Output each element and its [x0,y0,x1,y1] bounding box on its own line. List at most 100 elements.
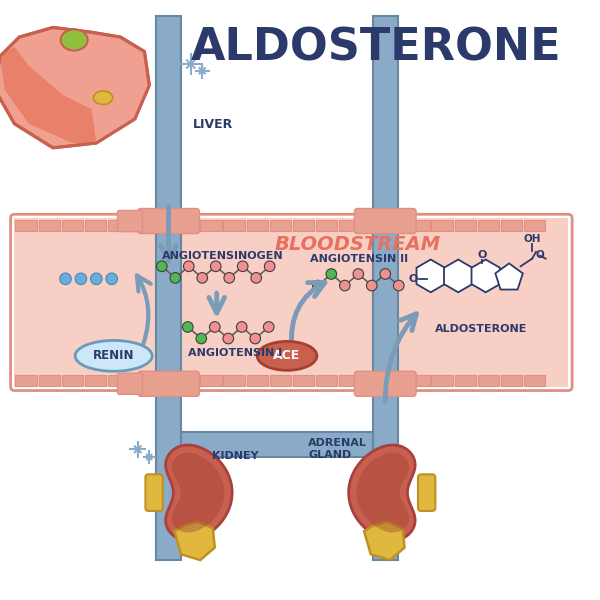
Polygon shape [416,260,445,292]
Polygon shape [496,263,523,290]
Bar [373,16,398,560]
Bar [85,220,106,231]
Bar [177,374,199,386]
Bar [501,220,522,231]
Bar [316,220,337,231]
Ellipse shape [94,91,113,104]
FancyArrowPatch shape [292,283,325,347]
Text: ALDOSTERONE: ALDOSTERONE [436,324,528,334]
Circle shape [170,272,181,283]
FancyBboxPatch shape [355,209,416,233]
Bar [247,374,268,386]
Bar [385,220,406,231]
Bar [269,220,291,231]
Bar [181,432,373,457]
Bar [14,218,568,386]
Text: KIDNEY: KIDNEY [212,451,259,461]
Bar [478,374,499,386]
Text: ANGIOTENSIN I: ANGIOTENSIN I [188,348,282,358]
Text: ACE: ACE [274,349,301,362]
Bar [108,220,129,231]
Bar [524,374,545,386]
Circle shape [182,322,193,332]
Bar [108,374,129,386]
Circle shape [75,273,86,284]
FancyArrowPatch shape [385,314,416,401]
Polygon shape [356,453,409,532]
Bar [38,220,60,231]
Circle shape [211,261,221,272]
Bar [478,220,499,231]
Bar [293,374,314,386]
Circle shape [251,272,262,283]
Bar [455,374,476,386]
Text: OH: OH [523,235,541,244]
Text: O: O [477,250,487,260]
Circle shape [106,273,118,284]
Circle shape [238,261,248,272]
Bar [339,374,360,386]
FancyBboxPatch shape [118,211,143,232]
Text: ANGIOTENSIN II: ANGIOTENSIN II [310,254,408,263]
Bar [223,220,245,231]
Circle shape [223,333,233,344]
Circle shape [340,280,350,291]
Polygon shape [0,47,97,143]
Bar [362,220,383,231]
Bar [316,374,337,386]
Circle shape [265,261,275,272]
FancyBboxPatch shape [138,371,199,397]
Circle shape [224,272,235,283]
Circle shape [197,272,208,283]
Circle shape [326,269,337,279]
Circle shape [313,280,323,291]
Polygon shape [172,453,224,532]
Bar [455,220,476,231]
Bar [177,220,199,231]
Bar [409,220,430,231]
FancyBboxPatch shape [118,373,143,394]
Bar [200,374,221,386]
Ellipse shape [61,29,88,50]
Bar [62,220,83,231]
Circle shape [367,280,377,291]
Bar [16,374,37,386]
Bar [131,220,152,231]
Polygon shape [444,260,472,292]
Bar [339,220,360,231]
Circle shape [209,322,220,332]
FancyBboxPatch shape [138,209,199,233]
Bar [431,220,452,231]
Polygon shape [349,445,415,540]
Polygon shape [175,521,215,560]
Bar [200,220,221,231]
Polygon shape [364,521,404,560]
Text: O: O [536,250,544,260]
Bar [524,220,545,231]
Bar [385,374,406,386]
Bar [431,374,452,386]
Circle shape [184,261,194,272]
Circle shape [60,273,71,284]
Bar [62,374,83,386]
Text: BLOODSTREAM: BLOODSTREAM [274,235,440,254]
Polygon shape [0,28,149,148]
Polygon shape [97,80,149,143]
Circle shape [380,269,391,279]
Circle shape [394,280,404,291]
Circle shape [157,261,167,272]
Circle shape [263,322,274,332]
Bar [85,374,106,386]
Text: O: O [409,274,418,284]
Bar [247,220,268,231]
Text: ALDOSTERONE: ALDOSTERONE [190,26,561,69]
Circle shape [236,322,247,332]
Text: ADRENAL
GLAND: ADRENAL GLAND [308,438,367,460]
Bar [501,374,522,386]
Bar [16,220,37,231]
Bar [154,374,175,386]
Circle shape [91,273,102,284]
FancyBboxPatch shape [418,475,436,511]
Text: RENIN: RENIN [93,349,134,362]
Circle shape [196,333,206,344]
